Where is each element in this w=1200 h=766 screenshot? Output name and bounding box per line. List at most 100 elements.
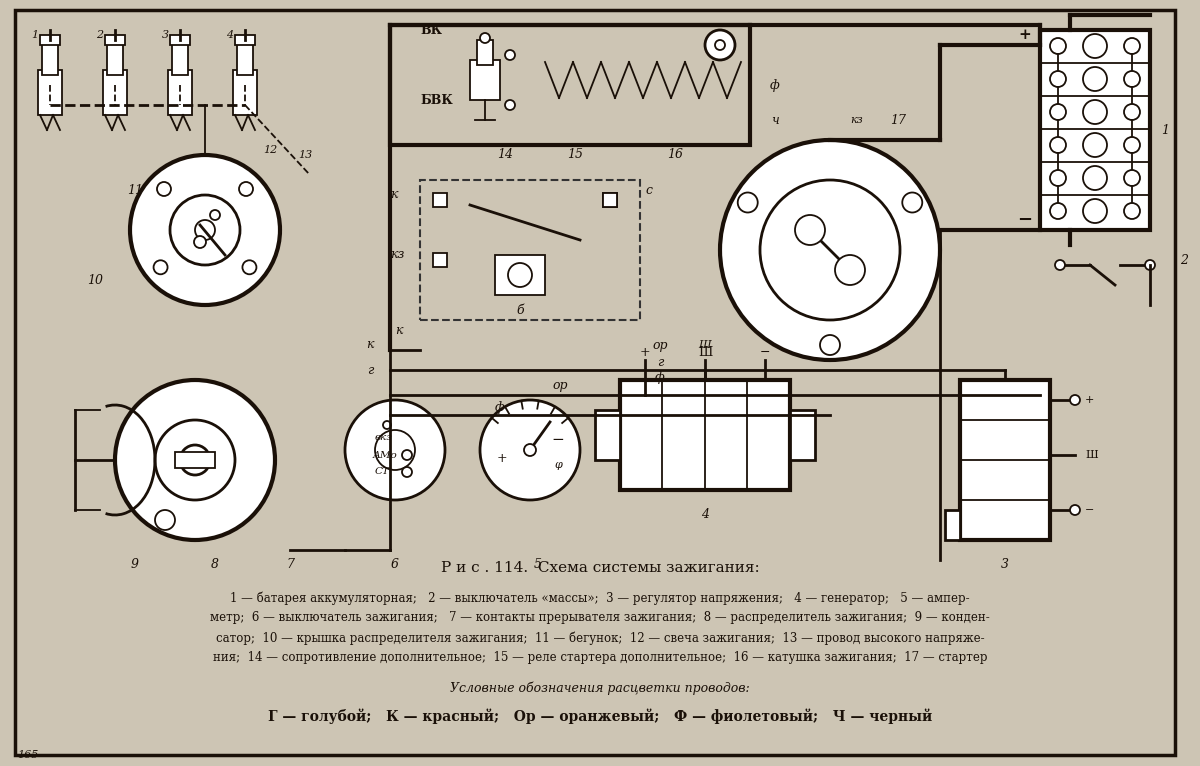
Text: ф: ф [770,78,780,91]
Bar [433,253,446,267]
Circle shape [1124,71,1140,87]
Text: б: б [516,303,524,316]
Text: к: к [395,323,402,336]
Circle shape [239,182,253,196]
Text: 12: 12 [263,145,277,155]
Text: 6: 6 [391,558,398,571]
Text: 5: 5 [534,558,542,571]
Circle shape [155,420,235,500]
Circle shape [1124,137,1140,153]
Circle shape [796,215,826,245]
Circle shape [1050,170,1066,186]
Text: 14: 14 [497,149,514,162]
Circle shape [835,255,865,285]
Circle shape [157,182,170,196]
Text: ч: ч [772,113,779,126]
Circle shape [820,335,840,355]
Bar [1040,30,1150,230]
Bar [604,193,617,207]
Bar [960,380,1050,540]
Circle shape [130,155,280,305]
Text: ВК: ВК [420,24,442,37]
Text: ф: ф [655,372,665,385]
Circle shape [194,236,206,248]
Text: вкз: вкз [374,434,392,443]
Bar [42,40,58,75]
Circle shape [1145,260,1154,270]
Text: БВК: БВК [420,93,452,106]
Circle shape [480,33,490,43]
Bar [106,35,125,45]
Text: 1: 1 [31,30,38,40]
Text: Ш: Ш [1085,450,1098,460]
Circle shape [155,510,175,530]
Circle shape [180,445,210,475]
Circle shape [715,40,725,50]
Circle shape [1084,133,1108,157]
Text: 2: 2 [1180,254,1188,267]
Text: 17: 17 [890,113,906,126]
Circle shape [505,100,515,110]
Text: ор: ор [653,339,667,352]
Text: СТ: СТ [374,467,390,476]
Bar [620,380,790,490]
Text: к: к [390,188,397,201]
Text: −: − [1018,211,1032,229]
Text: 11: 11 [127,184,143,197]
Circle shape [210,210,220,220]
Bar [390,25,750,145]
Circle shape [1084,67,1108,91]
Bar [107,40,124,75]
Text: кз: кз [850,115,863,125]
Text: 3: 3 [1001,558,1009,571]
Circle shape [1124,170,1140,186]
Bar [496,255,545,295]
Bar [103,70,127,115]
Bar [478,40,493,65]
Bar [946,510,960,540]
Text: ния;  14 — сопротивление дополнительное;  15 — реле стартера дополнительное;  16: ния; 14 — сопротивление дополнительное; … [212,652,988,664]
Bar [595,410,620,460]
Text: Ш: Ш [698,340,712,350]
Text: 9: 9 [131,558,139,571]
Text: +: + [1085,395,1094,405]
Circle shape [1055,260,1066,270]
Circle shape [1050,38,1066,54]
Text: с: с [646,184,652,197]
Circle shape [1070,505,1080,515]
Circle shape [1050,71,1066,87]
Text: к: к [366,339,373,352]
Circle shape [1050,137,1066,153]
Text: −: − [552,433,564,447]
Text: кз: кз [390,248,404,261]
Circle shape [902,192,923,212]
Text: 1: 1 [1162,123,1169,136]
Circle shape [115,380,275,540]
Circle shape [1050,104,1066,120]
Circle shape [738,192,757,212]
Text: Р и с . 114.  Схема системы зажигания:: Р и с . 114. Схема системы зажигания: [440,561,760,575]
Circle shape [720,140,940,360]
Circle shape [760,180,900,320]
Circle shape [1084,100,1108,124]
Text: Г — голубой;   К — красный;   Ор — оранжевый;   Ф — фиолетовый;   Ч — черный: Г — голубой; К — красный; Ор — оранжевый… [268,709,932,724]
Circle shape [1084,199,1108,223]
Text: 165: 165 [17,750,38,760]
Circle shape [374,430,415,470]
Circle shape [1124,38,1140,54]
Bar [604,193,617,207]
Circle shape [1084,166,1108,190]
Bar [238,40,253,75]
Circle shape [1050,203,1066,219]
Text: 15: 15 [568,149,583,162]
Bar [233,70,257,115]
Text: φ: φ [554,460,562,470]
Circle shape [402,467,412,477]
Circle shape [346,400,445,500]
Text: г: г [367,364,373,377]
Text: ор: ор [552,378,568,391]
Circle shape [706,30,734,60]
Circle shape [402,450,412,460]
Text: АМо: АМо [373,450,397,460]
Text: +: + [497,451,508,464]
